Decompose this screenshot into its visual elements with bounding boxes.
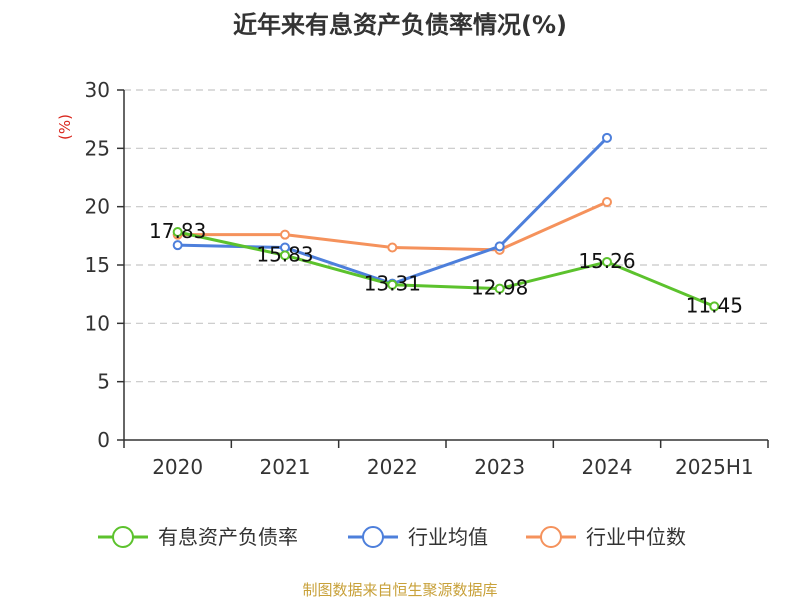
data-point [280, 250, 290, 261]
legend-item-label[interactable]: 行业中位数 [586, 525, 686, 549]
data-label: 12.98 [471, 276, 528, 300]
series-line-1 [177, 136, 609, 286]
legend-swatch-marker [540, 526, 562, 548]
data-point [280, 229, 290, 240]
legend-swatch-marker [112, 526, 134, 548]
data-point [172, 226, 183, 237]
data-label: 13.31 [364, 272, 421, 296]
data-point [494, 283, 505, 294]
x-tick-label: 2025H1 [675, 455, 754, 479]
y-tick-label: 15 [85, 253, 110, 277]
x-tick-label: 2020 [152, 455, 203, 479]
data-label: 15.26 [578, 249, 635, 273]
series-line-0 [177, 230, 715, 308]
data-point [387, 242, 398, 253]
x-tick-label: 2024 [582, 455, 633, 479]
y-tick-label: 20 [85, 195, 110, 219]
x-tick-label: 2023 [474, 455, 525, 479]
y-tick-label: 25 [85, 136, 110, 160]
y-tick-label: 0 [97, 428, 110, 452]
data-point [709, 301, 720, 312]
axes: 0 5 10 15 20 25 30 2020 2021 2022 2023 2024 2025H1 [85, 78, 769, 479]
y-tick-label: 10 [85, 311, 110, 335]
data-point [494, 241, 505, 252]
y-tick-label: 5 [97, 370, 110, 394]
data-label: 11.45 [686, 293, 743, 317]
data-label: 15.83 [256, 242, 313, 266]
data-point [172, 240, 183, 251]
chart-title: 近年来有息资产负债率情况(%) [233, 11, 567, 39]
data-labels: 17.83 15.83 13.31 12.98 15.26 11.45 [149, 219, 743, 317]
data-point [602, 197, 612, 207]
x-tick-label: 2021 [260, 455, 311, 479]
data-point [387, 279, 398, 290]
data-label: 17.83 [149, 219, 206, 243]
source-note: 制图数据来自恒生聚源数据库 [302, 581, 497, 599]
data-point [602, 132, 612, 143]
legend-swatch-marker [362, 526, 384, 548]
legend-item-label[interactable]: 有息资产负债率 [158, 525, 298, 549]
legend[interactable]: 有息资产负债率 行业均值 行业中位数 [98, 525, 686, 549]
data-point [602, 256, 612, 267]
y-tick-label: 30 [85, 78, 110, 102]
x-tick-label: 2022 [367, 455, 418, 479]
legend-item-label[interactable]: 行业均值 [408, 525, 488, 549]
series-layer [172, 132, 720, 312]
y-axis-label: (%) [56, 114, 74, 140]
